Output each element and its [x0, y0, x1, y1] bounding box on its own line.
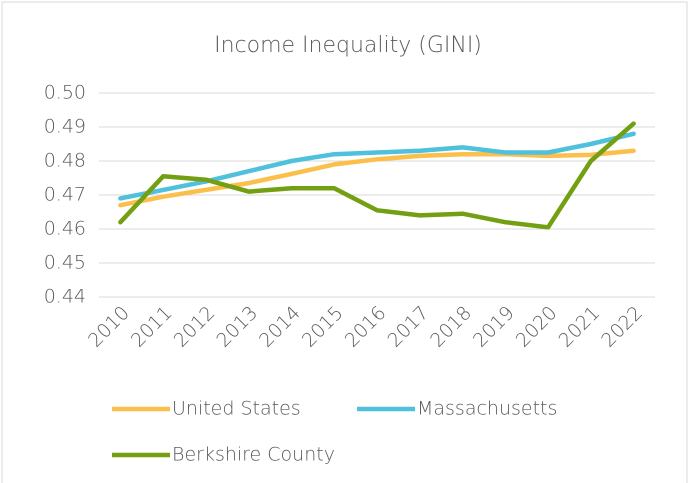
y-tick-label: 0.48 — [44, 150, 86, 172]
y-tick-label: 0.46 — [44, 218, 86, 240]
chart-title: Income Inequality (GINI) — [214, 33, 482, 58]
y-tick-label: 0.50 — [44, 82, 86, 104]
y-tick-label: 0.47 — [44, 184, 86, 206]
series-line — [118, 148, 636, 208]
y-tick-label: 0.44 — [44, 286, 86, 308]
y-tick-label: 0.49 — [44, 116, 86, 138]
legend-label: United States — [172, 398, 301, 420]
y-tick-label: 0.45 — [44, 252, 86, 274]
legend-label: Berkshire County — [172, 444, 335, 466]
legend-label: Massachusetts — [417, 398, 557, 420]
series-line — [118, 121, 636, 230]
